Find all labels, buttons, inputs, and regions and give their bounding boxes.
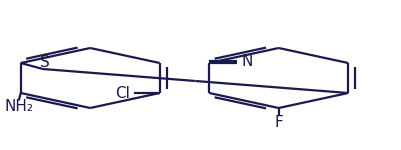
Text: S: S: [40, 55, 50, 70]
Text: Cl: Cl: [115, 85, 130, 100]
Text: NH₂: NH₂: [4, 99, 33, 114]
Text: F: F: [274, 115, 283, 130]
Text: N: N: [241, 54, 253, 69]
